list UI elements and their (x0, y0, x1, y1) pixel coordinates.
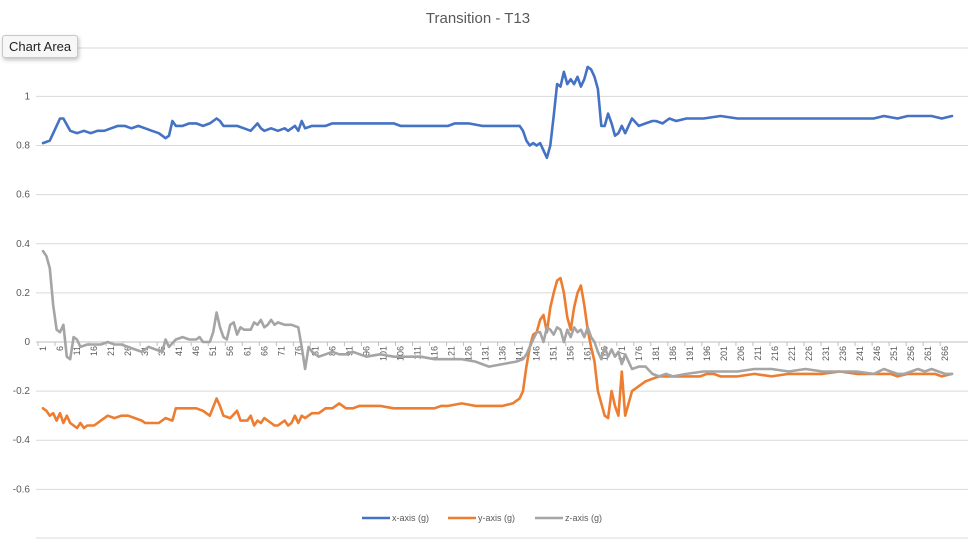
x-tick-label: 11 (72, 346, 82, 355)
x-tick-label: 76 (293, 346, 303, 356)
y-tick-label: 1 (24, 91, 30, 102)
x-tick-label: 51 (208, 346, 218, 356)
x-tick-label: 136 (498, 346, 508, 361)
x-tick-label: 26 (123, 346, 133, 356)
x-tick-label: 161 (583, 346, 593, 361)
x-tick-label: 256 (906, 346, 916, 361)
x-tick-label: 211 (753, 346, 763, 360)
x-tick-label: 61 (242, 346, 252, 356)
y-tick-label: 0 (24, 337, 30, 348)
x-tick-label: 191 (685, 346, 695, 361)
y-tick-label: 0.8 (16, 141, 30, 152)
x-tick-label: 196 (702, 346, 712, 361)
x-tick-label: 246 (872, 346, 882, 361)
y-tick-label: 0.6 (16, 190, 30, 201)
x-tick-label: 116 (430, 346, 440, 360)
x-tick-label: 261 (923, 346, 933, 361)
x-tick-label: 206 (736, 346, 746, 361)
legend-label: z-axis (g) (565, 513, 602, 523)
x-tick-label: 251 (889, 346, 899, 361)
series-line-z-axis (41, 249, 954, 378)
x-tick-label: 91 (344, 346, 354, 356)
x-tick-label: 171 (617, 346, 627, 361)
series-line-x-axis (41, 65, 954, 160)
x-tick-label: 241 (855, 346, 865, 361)
x-tick-label: 16 (89, 346, 99, 356)
x-tick-label: 71 (276, 346, 286, 356)
x-tick-label: 96 (361, 346, 371, 356)
gridlines (36, 47, 968, 539)
x-tick-label: 6 (55, 346, 65, 351)
x-tick-label: 141 (515, 346, 525, 361)
series-lines (41, 65, 954, 430)
x-tick-label: 31 (140, 346, 150, 356)
x-tick-label: 101 (378, 346, 388, 361)
x-tick-label: 166 (600, 346, 610, 361)
legend: x-axis (g) y-axis (g) z-axis (g) (362, 513, 602, 523)
series-line-y-axis (41, 276, 954, 430)
x-tick-label: 81 (310, 346, 320, 356)
x-tick-label: 226 (804, 346, 814, 361)
x-tick-label: 1 (38, 346, 48, 351)
x-tick-label: 56 (225, 346, 235, 356)
x-tick-label: 21 (106, 346, 116, 356)
x-tick-label: 201 (719, 346, 729, 361)
y-tick-label: -0.6 (13, 484, 31, 495)
x-tick-label: 181 (651, 346, 661, 361)
x-tick-label: 186 (668, 346, 678, 361)
x-tick-label: 176 (634, 346, 644, 361)
x-tick-label: 126 (464, 346, 474, 361)
x-tick-label: 146 (532, 346, 542, 361)
x-tick-label: 236 (838, 346, 848, 361)
x-tick-label: 41 (174, 346, 184, 356)
chart-area-tooltip: Chart Area (2, 35, 79, 58)
chart-title: Transition - T13 (426, 10, 530, 27)
x-tick-label: 231 (821, 346, 831, 361)
x-tick-label: 156 (566, 346, 576, 361)
x-tick-label: 221 (787, 346, 797, 361)
y-tick-label: -0.2 (13, 386, 31, 397)
y-tick-label: 0.2 (16, 288, 30, 299)
y-axis-ticks: -0.6 -0.4 -0.2 0 0.2 0.4 0.6 0.8 1 (13, 91, 31, 495)
x-tick-label: 131 (481, 346, 491, 361)
y-tick-label: 0.4 (16, 239, 30, 250)
x-axis: 1 6 11 16 21 26 31 36 41 46 51 56 61 66 71 76 81 86 91 96 10… (36, 341, 968, 361)
x-tick-label: 111 (412, 346, 422, 360)
x-tick-label: 106 (395, 346, 405, 361)
y-tick-label: -0.4 (13, 435, 31, 446)
x-tick-label: 266 (940, 346, 950, 361)
legend-label: x-axis (g) (392, 513, 429, 523)
legend-label: y-axis (g) (478, 513, 515, 523)
x-tick-label: 121 (447, 346, 457, 361)
x-tick-label: 216 (770, 346, 780, 361)
x-tick-label: 66 (259, 346, 269, 356)
x-tick-label: 46 (191, 346, 201, 356)
x-tick-label: 151 (549, 346, 559, 361)
